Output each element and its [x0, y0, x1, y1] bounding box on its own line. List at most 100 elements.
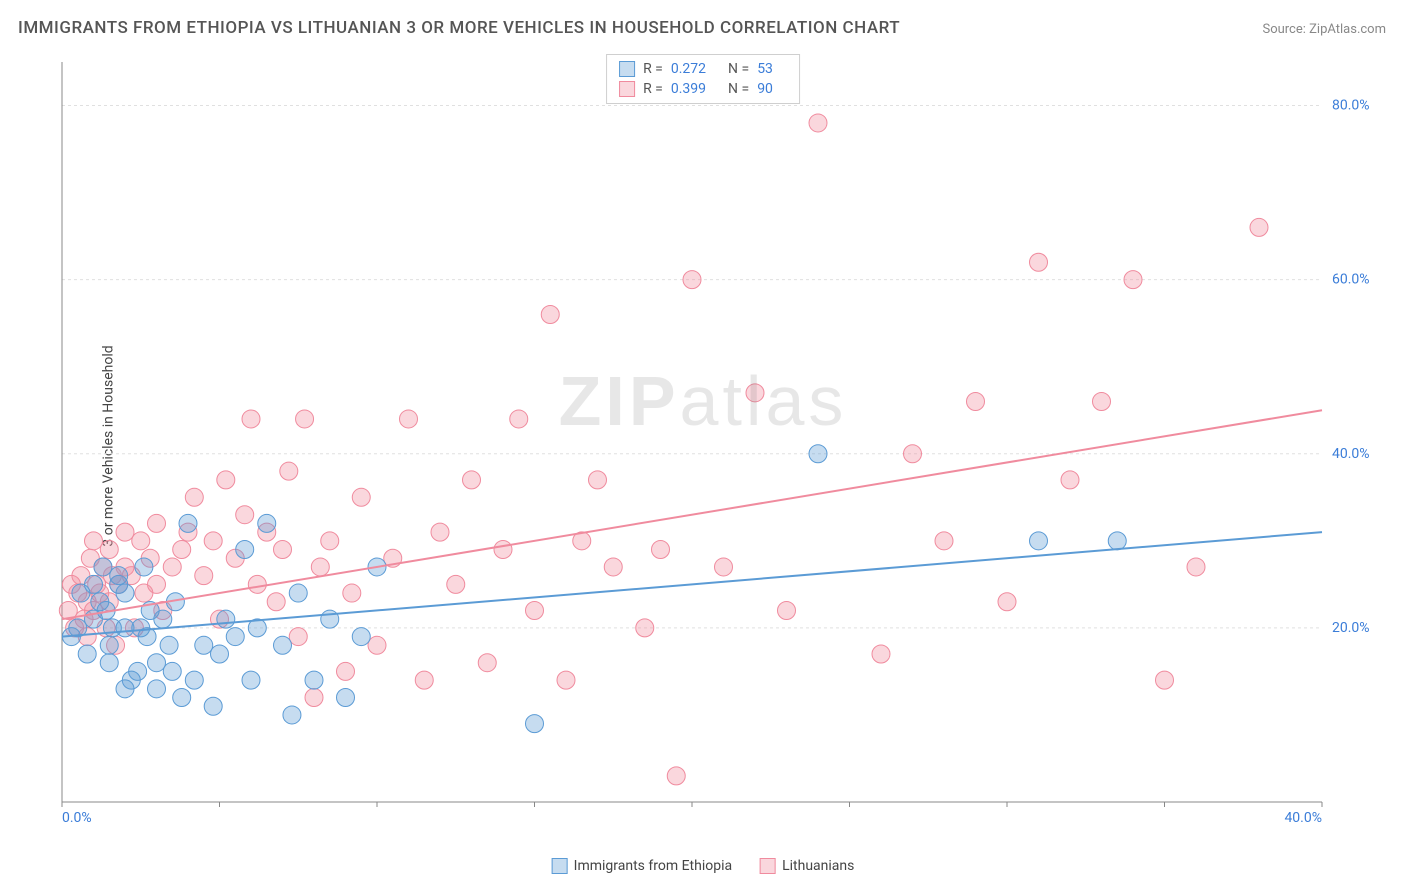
scatter-point-lithuanians	[604, 558, 622, 576]
scatter-point-lithuanians	[478, 654, 496, 672]
scatter-point-lithuanians	[185, 488, 203, 506]
source-link[interactable]: ZipAtlas.com	[1309, 22, 1386, 37]
scatter-point-lithuanians	[1124, 271, 1142, 289]
n-value-lithuanians: 90	[757, 81, 773, 97]
scatter-point-lithuanians	[1030, 253, 1048, 271]
scatter-point-ethiopia	[100, 636, 118, 654]
scatter-point-ethiopia	[217, 610, 235, 628]
legend-swatch-lithuanians	[760, 858, 776, 874]
scatter-point-lithuanians	[296, 410, 314, 428]
scatter-point-lithuanians	[589, 471, 607, 489]
scatter-point-ethiopia	[352, 628, 370, 646]
scatter-point-ethiopia	[242, 671, 260, 689]
stats-row-ethiopia: R = 0.272 N = 53	[619, 59, 787, 79]
scatter-point-lithuanians	[368, 636, 386, 654]
scatter-point-lithuanians	[541, 305, 559, 323]
scatter-point-lithuanians	[510, 410, 528, 428]
scatter-point-lithuanians	[636, 619, 654, 637]
scatter-point-lithuanians	[217, 471, 235, 489]
scatter-point-lithuanians	[967, 393, 985, 411]
y-tick-label: 60.0%	[1332, 272, 1370, 288]
scatter-point-lithuanians	[274, 541, 292, 559]
scatter-point-lithuanians	[305, 689, 323, 707]
scatter-point-ethiopia	[154, 610, 172, 628]
legend-item-ethiopia: Immigrants from Ethiopia	[552, 858, 732, 874]
scatter-point-ethiopia	[274, 636, 292, 654]
scatter-point-lithuanians	[100, 541, 118, 559]
scatter-point-ethiopia	[211, 645, 229, 663]
scatter-point-ethiopia	[1030, 532, 1048, 550]
scatter-point-lithuanians	[280, 462, 298, 480]
scatter-point-lithuanians	[1093, 393, 1111, 411]
scatter-point-ethiopia	[283, 706, 301, 724]
scatter-point-ethiopia	[337, 689, 355, 707]
scatter-point-ethiopia	[85, 575, 103, 593]
scatter-point-lithuanians	[1250, 218, 1268, 236]
scatter-point-ethiopia	[148, 680, 166, 698]
scatter-point-lithuanians	[683, 271, 701, 289]
scatter-point-lithuanians	[85, 532, 103, 550]
scatter-point-ethiopia	[226, 628, 244, 646]
swatch-ethiopia	[619, 61, 635, 77]
scatter-point-lithuanians	[204, 532, 222, 550]
correlation-stats-box: R = 0.272 N = 53 R = 0.399 N = 90	[606, 54, 800, 104]
scatter-point-lithuanians	[148, 575, 166, 593]
source-attribution: Source: ZipAtlas.com	[1262, 22, 1386, 37]
scatter-point-lithuanians	[173, 541, 191, 559]
scatter-point-ethiopia	[135, 558, 153, 576]
scatter-point-ethiopia	[129, 662, 147, 680]
scatter-point-lithuanians	[998, 593, 1016, 611]
scatter-point-lithuanians	[236, 506, 254, 524]
scatter-point-lithuanians	[904, 445, 922, 463]
scatter-point-lithuanians	[195, 567, 213, 585]
scatter-point-lithuanians	[415, 671, 433, 689]
scatter-point-lithuanians	[148, 514, 166, 532]
scatter-point-lithuanians	[267, 593, 285, 611]
scatter-point-lithuanians	[872, 645, 890, 663]
legend-swatch-ethiopia	[552, 858, 568, 874]
scatter-point-lithuanians	[343, 584, 361, 602]
n-label: N =	[728, 81, 749, 97]
scatter-point-ethiopia	[289, 584, 307, 602]
n-value-ethiopia: 53	[757, 61, 773, 77]
r-value-ethiopia: 0.272	[671, 61, 706, 77]
stats-row-lithuanians: R = 0.399 N = 90	[619, 79, 787, 99]
scatter-point-ethiopia	[258, 514, 276, 532]
scatter-point-ethiopia	[148, 654, 166, 672]
scatter-point-lithuanians	[163, 558, 181, 576]
scatter-point-lithuanians	[1156, 671, 1174, 689]
r-value-lithuanians: 0.399	[671, 81, 706, 97]
scatter-point-lithuanians	[337, 662, 355, 680]
scatter-point-lithuanians	[1061, 471, 1079, 489]
scatter-point-ethiopia	[305, 671, 323, 689]
scatter-point-lithuanians	[248, 575, 266, 593]
y-tick-label: 40.0%	[1332, 446, 1370, 462]
r-label: R =	[643, 81, 663, 97]
scatter-point-lithuanians	[289, 628, 307, 646]
scatter-point-lithuanians	[431, 523, 449, 541]
scatter-point-ethiopia	[94, 558, 112, 576]
scatter-point-ethiopia	[236, 541, 254, 559]
scatter-point-lithuanians	[715, 558, 733, 576]
legend-label-ethiopia: Immigrants from Ethiopia	[574, 858, 732, 874]
scatter-point-lithuanians	[1187, 558, 1205, 576]
scatter-point-lithuanians	[746, 384, 764, 402]
scatter-point-lithuanians	[652, 541, 670, 559]
scatter-point-ethiopia	[110, 567, 128, 585]
scatter-point-ethiopia	[179, 514, 197, 532]
chart-title: IMMIGRANTS FROM ETHIOPIA VS LITHUANIAN 3…	[18, 18, 900, 38]
scatter-point-ethiopia	[1108, 532, 1126, 550]
scatter-point-lithuanians	[935, 532, 953, 550]
scatter-point-ethiopia	[163, 662, 181, 680]
scatter-point-ethiopia	[809, 445, 827, 463]
y-tick-label: 20.0%	[1332, 620, 1370, 636]
scatter-point-lithuanians	[352, 488, 370, 506]
scatter-point-lithuanians	[116, 523, 134, 541]
scatter-point-lithuanians	[311, 558, 329, 576]
scatter-point-ethiopia	[160, 636, 178, 654]
x-tick-label: 0.0%	[62, 810, 92, 826]
scatter-point-ethiopia	[100, 654, 118, 672]
scatter-point-lithuanians	[242, 410, 260, 428]
scatter-point-lithuanians	[447, 575, 465, 593]
scatter-point-lithuanians	[321, 532, 339, 550]
